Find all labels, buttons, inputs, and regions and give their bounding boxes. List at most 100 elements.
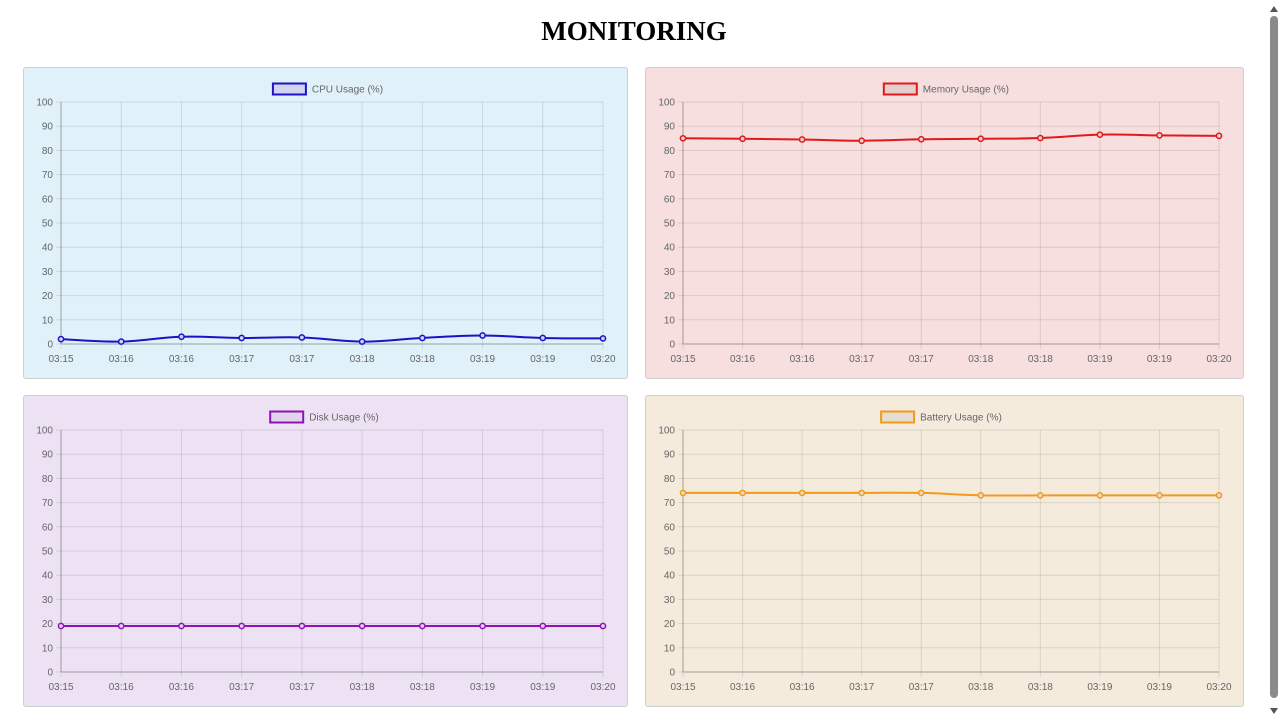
data-point	[358, 622, 366, 630]
y-tick-label: 10	[664, 315, 676, 326]
x-tick-label: 03:16	[109, 354, 134, 365]
x-tick-label: 03:15	[48, 354, 73, 365]
data-point	[298, 334, 306, 341]
y-tick-label: 20	[42, 619, 54, 630]
data-point	[117, 338, 125, 345]
x-tick-label: 03:19	[1087, 682, 1112, 693]
data-point	[917, 135, 925, 143]
scroll-down-arrow-icon[interactable]	[1270, 708, 1278, 714]
x-tick-label: 03:19	[1147, 682, 1172, 693]
cpu-chart-svg: 0 10 20 30 40 50 60 70 80 90 100 03:15 03:16 03:16 03:…	[36, 82, 616, 365]
y-tick-label: 70	[42, 498, 54, 509]
x-tick-label: 03:20	[1206, 354, 1231, 365]
x-tick-label: 03:16	[790, 682, 815, 693]
y-tick-label: 90	[664, 122, 676, 133]
data-point	[1036, 491, 1044, 499]
battery-usage-chart: 0 10 20 30 40 50 60 70 80 90 100 03:15 03:16 03:16 03:…	[645, 395, 1244, 707]
memory-usage-chart: 0 10 20 30 40 50 60 70 80 90 100 03:15 03:16 03:16 03:…	[645, 67, 1244, 379]
y-tick-label: 50	[42, 547, 54, 558]
y-tick-label: 80	[42, 474, 54, 485]
x-tick-label: 03:20	[1206, 682, 1231, 693]
x-tick-label: 03:17	[289, 682, 314, 693]
data-point	[479, 622, 486, 630]
x-tick-label: 03:16	[169, 682, 194, 693]
data-point	[298, 622, 306, 630]
legend-label: Memory Usage (%)	[923, 85, 1009, 96]
scrollbar-thumb[interactable]	[1270, 16, 1278, 698]
data-point	[539, 622, 547, 630]
y-tick-label: 60	[664, 194, 676, 205]
data-point	[599, 335, 607, 342]
y-tick-label: 30	[42, 267, 54, 278]
y-tick-label: 20	[664, 291, 676, 302]
y-tick-label: 10	[42, 315, 54, 326]
x-tick-label: 03:17	[909, 354, 934, 365]
data-point	[1156, 491, 1163, 499]
x-tick-label: 03:19	[530, 354, 555, 365]
scroll-up-arrow-icon[interactable]	[1270, 6, 1278, 12]
legend-label: CPU Usage (%)	[312, 85, 383, 96]
data-point	[1215, 491, 1223, 499]
cpu-usage-chart: 0 10 20 30 40 50 60 70 80 90 100 03:15 03:16 03:16 03:…	[23, 67, 628, 379]
data-point	[1036, 134, 1044, 142]
x-tick-label: 03:18	[968, 354, 993, 365]
data-point	[117, 622, 125, 630]
page-title: MONITORING	[541, 16, 727, 46]
y-tick-label: 40	[664, 243, 676, 254]
data-point	[739, 135, 746, 143]
x-tick-label: 03:18	[350, 682, 375, 693]
x-tick-label: 03:19	[1087, 354, 1112, 365]
data-point	[539, 334, 547, 342]
mem-chart-svg: 0 10 20 30 40 50 60 70 80 90 100 03:15 03:16 03:16 03:…	[658, 82, 1232, 365]
data-point	[679, 489, 687, 497]
y-tick-label: 70	[664, 498, 676, 509]
y-tick-label: 0	[669, 668, 675, 679]
data-point	[977, 135, 985, 143]
page-scrollbar[interactable]	[1268, 0, 1280, 720]
y-tick-label: 0	[47, 668, 53, 679]
x-tick-label: 03:20	[590, 354, 615, 365]
y-tick-label: 10	[664, 643, 676, 654]
data-point	[238, 622, 246, 630]
legend-label: Battery Usage (%)	[920, 413, 1002, 424]
data-point	[238, 334, 246, 342]
y-tick-label: 70	[664, 170, 676, 181]
bat-chart-svg: 0 10 20 30 40 50 60 70 80 90 100 03:15 03:16 03:16 03:…	[658, 410, 1232, 693]
data-point	[599, 622, 607, 630]
x-tick-label: 03:18	[1028, 354, 1053, 365]
x-tick-label: 03:18	[410, 354, 435, 365]
series-line	[60, 334, 604, 343]
data-point	[739, 489, 746, 497]
y-tick-label: 90	[664, 450, 676, 461]
data-point	[858, 137, 866, 145]
data-point	[358, 338, 366, 345]
x-tick-label: 03:15	[670, 354, 695, 365]
data-point	[1215, 132, 1223, 140]
y-tick-label: 80	[664, 474, 676, 485]
y-tick-label: 10	[42, 643, 54, 654]
y-tick-label: 100	[36, 98, 53, 109]
y-tick-label: 30	[664, 267, 676, 278]
y-tick-label: 60	[42, 522, 54, 533]
y-tick-label: 40	[42, 243, 54, 254]
data-point	[178, 333, 185, 341]
x-tick-label: 03:18	[968, 682, 993, 693]
x-tick-label: 03:18	[410, 682, 435, 693]
y-tick-label: 20	[664, 619, 676, 630]
legend-label: Disk Usage (%)	[309, 413, 378, 424]
y-tick-label: 100	[36, 426, 53, 437]
y-tick-label: 0	[47, 340, 53, 351]
data-point	[798, 136, 806, 143]
x-tick-label: 03:15	[670, 682, 695, 693]
legend-swatch	[269, 410, 305, 424]
x-tick-label: 03:19	[530, 682, 555, 693]
x-tick-label: 03:19	[1147, 354, 1172, 365]
y-tick-label: 50	[664, 547, 676, 558]
y-tick-label: 30	[664, 595, 676, 606]
disk-chart-svg: 0 10 20 30 40 50 60 70 80 90 100 03:15 03:16 03:16 03:…	[36, 410, 616, 693]
y-tick-label: 60	[664, 522, 676, 533]
y-tick-label: 100	[658, 426, 675, 437]
data-point	[679, 134, 687, 142]
y-tick-label: 60	[42, 194, 54, 205]
series-line	[683, 491, 1219, 497]
